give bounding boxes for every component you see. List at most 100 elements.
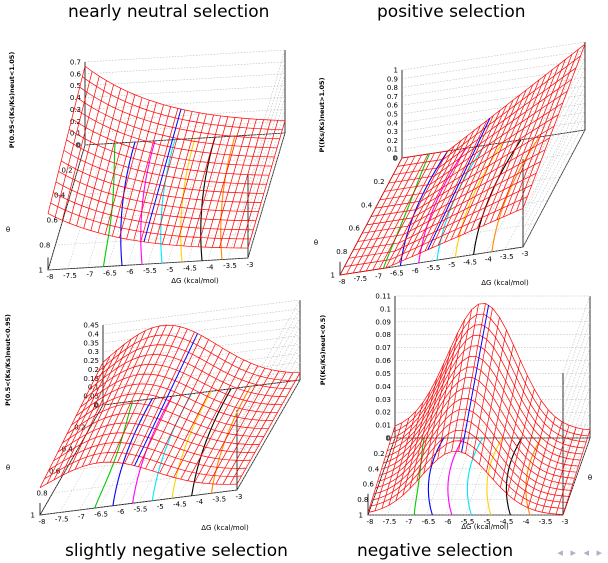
surface-line: [409, 378, 438, 489]
z-gridline: [401, 112, 586, 230]
surface-line: [117, 326, 181, 463]
x-axis-label: ΔG (kcal/mol): [171, 277, 219, 285]
x-tick-label: -8: [367, 518, 374, 526]
z-tick-label: 0.06: [375, 357, 391, 365]
y-tick-label: 1: [39, 267, 43, 275]
z-tick-label: 0.8: [387, 84, 398, 92]
z-tick-label: 0.1: [380, 305, 391, 313]
surface-line: [424, 120, 488, 252]
surface-line: [451, 303, 479, 452]
contour-curve: [505, 437, 523, 516]
floor-gridline: [522, 129, 586, 248]
z-tick-label: 0.25: [83, 357, 99, 365]
surface-line: [47, 66, 86, 214]
z-tick-label: 0: [77, 142, 81, 150]
x-tick-label: -7.5: [63, 272, 77, 280]
y-tick-label: 0.4: [361, 201, 373, 209]
surface-line: [88, 327, 153, 465]
surface-line: [402, 391, 431, 496]
z-gridline: [401, 94, 586, 212]
z-tick-label: 0.15: [83, 375, 99, 383]
surface-line: [215, 370, 280, 485]
surface-line: [527, 416, 556, 509]
surface-line: [395, 402, 424, 501]
surface-line: [219, 119, 257, 248]
panel-1: 00.10.20.30.40.50.60.7-8 -7.5 -7 -6.5 -6 -5.5…: [6, 49, 286, 285]
surface-line: [126, 104, 164, 240]
surface-line: [166, 352, 230, 476]
surface-line: [562, 429, 591, 515]
x-tick-label: -4: [207, 263, 215, 271]
y-tick-label: 1: [31, 512, 35, 520]
y-tick-label: 0.6: [349, 225, 361, 233]
contour-curve: [210, 385, 252, 494]
z-tick-label: 0: [387, 435, 391, 443]
surface-line: [110, 325, 174, 463]
y-axis-label: θ: [314, 239, 318, 247]
z-gridline: [102, 344, 301, 455]
surface-line: [371, 429, 567, 503]
y-tick-label: 0.8: [36, 490, 47, 498]
surface-line: [381, 417, 410, 509]
surface-line: [190, 116, 229, 247]
x-tick-label: -7: [406, 518, 413, 526]
surface-mesh: [367, 303, 591, 515]
floor-gridline: [87, 142, 126, 268]
surface-line: [46, 356, 111, 484]
x-tick-label: -4.5: [173, 501, 187, 509]
surface-line: [496, 64, 560, 220]
x-axis-label: ΔG (kcal/mol): [201, 524, 249, 532]
surface-line: [138, 335, 202, 467]
x-tick-label: -5: [167, 266, 174, 274]
floor-gridline: [236, 379, 301, 491]
x-tick-label: -8: [339, 278, 346, 286]
floor-gridline: [197, 384, 261, 496]
surface-line: [247, 120, 286, 249]
x-tick-label: -3: [562, 518, 569, 526]
contour-curve: [466, 437, 484, 516]
x-tick-label: -5: [157, 503, 164, 511]
floor-gridline: [55, 232, 256, 246]
x-tick-label: -5: [448, 261, 455, 269]
contour-curve: [140, 140, 156, 265]
x-tick-label: -5.5: [134, 506, 148, 514]
floor-gridline: [65, 445, 263, 472]
y-tick-label: 0.4: [368, 465, 380, 473]
x-tick-label: -4.5: [463, 258, 477, 266]
floor-gridline: [52, 467, 250, 494]
surface-line: [463, 89, 527, 235]
z-tick-label: 0.07: [375, 344, 391, 352]
surface-line: [391, 145, 455, 266]
floor-gridline: [107, 141, 146, 267]
surface-line: [384, 90, 568, 192]
surface-line: [74, 334, 139, 470]
surface-line: [483, 74, 547, 226]
floor-gridline: [364, 200, 548, 229]
y-tick-label: 0.8: [336, 248, 347, 256]
surface-line: [159, 347, 223, 474]
surface-line: [140, 108, 179, 242]
floor-gridline: [102, 379, 301, 406]
y-axis-label: θ: [588, 474, 592, 482]
floor-gridline: [39, 489, 238, 516]
z-gridline: [84, 85, 286, 211]
x-tick-label: -6: [117, 508, 125, 516]
surface-highlight-line: [461, 304, 490, 453]
floor-gridline: [77, 423, 275, 450]
surface-line: [104, 97, 143, 235]
surface-line: [197, 117, 236, 247]
surface-line: [67, 339, 132, 473]
floor-gridline: [504, 132, 567, 250]
z-gridline: [401, 59, 586, 177]
surface-line: [201, 367, 266, 484]
beamer-nav-icons[interactable]: ◂ ▸ ◂ ▸: [557, 546, 604, 559]
z-gridline: [84, 97, 286, 223]
z-gridline: [395, 308, 591, 386]
surface-line: [486, 344, 514, 473]
surface-line: [61, 76, 100, 221]
z-tick-label: 0.2: [88, 366, 99, 374]
x-axis-label: ΔG (kcal/mol): [481, 279, 529, 287]
z-gridline: [401, 41, 586, 160]
surface-line: [472, 317, 500, 459]
surface-line: [506, 389, 535, 495]
